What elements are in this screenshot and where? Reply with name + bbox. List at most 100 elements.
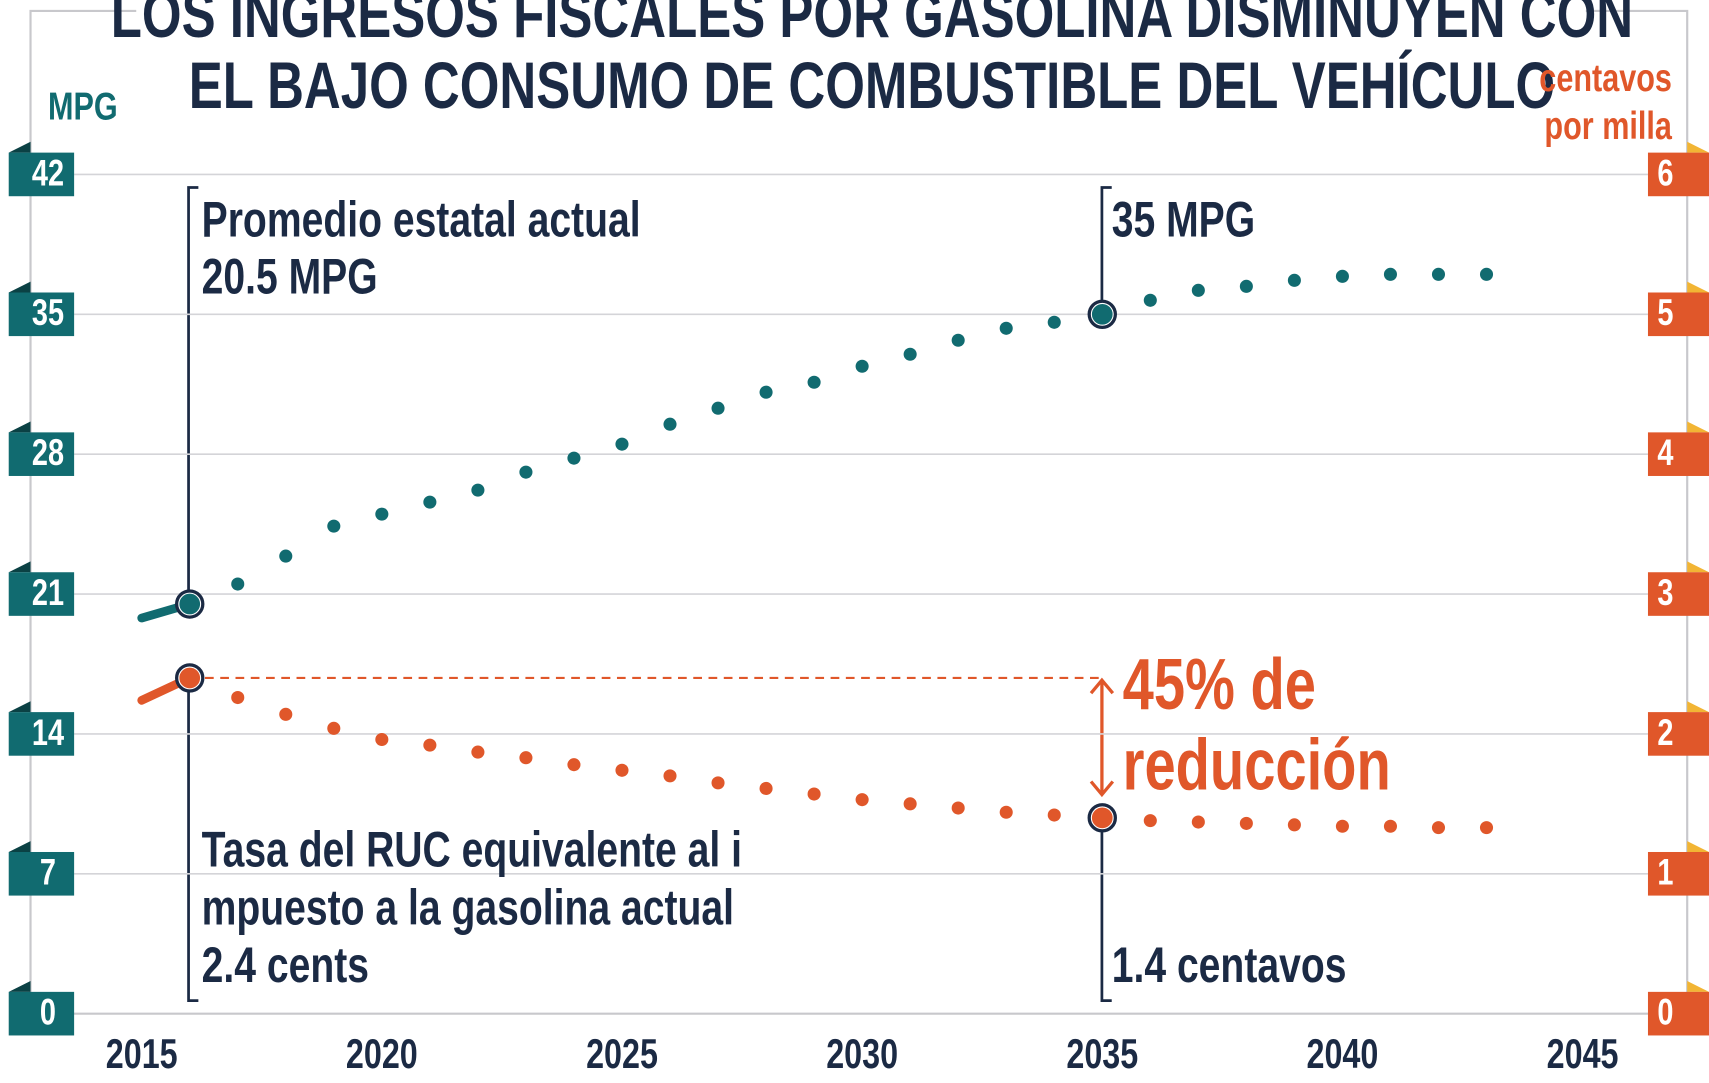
line-dot	[1383, 819, 1397, 833]
y2-tick-label: 3	[1657, 573, 1673, 614]
tick-badge	[8, 851, 75, 896]
annotation: reducción	[1123, 725, 1391, 805]
highlight-ring	[1087, 299, 1117, 330]
x-tick-label: 2025	[586, 1030, 658, 1077]
line-dot	[231, 577, 245, 591]
tick-tab	[8, 701, 31, 713]
tick-badge	[8, 152, 75, 197]
tick-tab	[1687, 421, 1709, 433]
line-dot	[855, 793, 869, 807]
x-tick-label: 2035	[1066, 1030, 1138, 1077]
line-dot	[999, 321, 1013, 335]
line-dot	[567, 758, 581, 772]
line-dot	[1335, 269, 1349, 283]
chart-title: LOS INGRESOS FISCALES POR GASOLINA DISMI…	[111, 0, 1633, 51]
y-axis-label: MPG	[48, 85, 118, 128]
annotation: Tasa del RUC equivalente al i	[202, 821, 742, 878]
line-dot	[615, 763, 629, 777]
line-dot	[1191, 283, 1205, 297]
tick-badge	[1647, 432, 1709, 476]
line-dot	[279, 707, 293, 721]
annotation: Promedio estatal actual	[202, 191, 641, 248]
brackets	[187, 186, 1112, 1002]
line-dot	[903, 797, 917, 811]
line-dot	[759, 385, 773, 399]
tick-tab	[8, 980, 31, 992]
y-tick-label: 7	[40, 852, 56, 893]
line-dot	[807, 375, 821, 389]
tick-tab	[8, 281, 31, 293]
line-dot	[1383, 267, 1397, 281]
line-dot	[1431, 821, 1446, 835]
line-dot	[423, 738, 437, 752]
line-dot	[711, 401, 725, 415]
tick-badge	[8, 991, 75, 1036]
tick-tab	[1687, 141, 1709, 153]
line-dot	[999, 805, 1013, 819]
y2-axis-label: centavos	[1539, 56, 1672, 99]
line-dot	[231, 691, 245, 705]
tick-badge	[8, 292, 75, 337]
line-dot	[903, 347, 917, 361]
highlight-ring	[175, 589, 205, 619]
line-dot	[1047, 315, 1061, 329]
line-dot	[519, 751, 533, 765]
y2-tick-label: 1	[1657, 852, 1673, 893]
tick-tab	[8, 141, 31, 153]
annotation: 2.4 cents	[202, 936, 369, 993]
tick-badge	[1647, 572, 1709, 616]
tick-badge	[1647, 152, 1709, 197]
tick-badge	[8, 572, 75, 616]
tick-badge	[1647, 851, 1709, 896]
line-dot	[1143, 814, 1157, 828]
y2-tick-label: 4	[1657, 433, 1674, 474]
y2-axis-label: por milla	[1544, 104, 1672, 147]
line-dot	[1479, 821, 1494, 835]
tick-badge	[1647, 712, 1709, 756]
line-dot	[423, 495, 437, 509]
x-tick-label: 2030	[826, 1030, 898, 1077]
line-dot	[567, 451, 581, 465]
line-dot	[375, 732, 389, 747]
highlight-ring	[1087, 803, 1117, 833]
annotation: 35 MPG	[1112, 191, 1255, 248]
tick-badge	[1647, 991, 1709, 1036]
tick-tab	[1687, 980, 1709, 992]
tick-tab	[1687, 561, 1709, 573]
line-dot	[663, 417, 677, 431]
annotation: 45% de	[1123, 644, 1316, 724]
y2-tick-label: 0	[1657, 992, 1673, 1033]
line-dot	[759, 781, 773, 796]
line-dot	[1335, 819, 1349, 833]
line-dot	[375, 507, 389, 521]
line-dot	[663, 769, 677, 783]
line-dot	[471, 745, 485, 759]
line-dot	[1239, 816, 1253, 830]
line-dot	[807, 787, 821, 801]
annotation: 1.4 centavos	[1112, 936, 1347, 993]
y-tick-label: 0	[40, 992, 56, 1033]
frame	[29, 9, 1689, 1015]
y2-tick-label: 5	[1657, 293, 1673, 334]
tick-tab	[8, 561, 31, 573]
line-dot	[951, 801, 965, 815]
annotation: 20.5 MPG	[202, 248, 378, 305]
line-dot	[1479, 267, 1494, 281]
y-tick-label: 35	[32, 293, 64, 334]
line-dot	[327, 519, 341, 533]
line-dot	[951, 333, 965, 347]
line-dot	[1287, 818, 1301, 832]
line-dot	[1143, 293, 1157, 307]
line-dot	[615, 437, 629, 451]
y2-tick-label: 2	[1657, 712, 1673, 753]
y2-tick-label: 6	[1657, 153, 1673, 194]
annotation: mpuesto a la gasolina actual	[202, 879, 734, 936]
highlight-ring	[175, 663, 205, 693]
line-dot	[1431, 267, 1446, 281]
line-dot	[711, 776, 725, 790]
reduction-arrow	[1089, 677, 1115, 798]
tick-tab	[1687, 281, 1709, 293]
chart-title: EL BAJO CONSUMO DE COMBUSTIBLE DEL VEHÍC…	[189, 49, 1555, 123]
tick-badge	[1647, 292, 1709, 337]
